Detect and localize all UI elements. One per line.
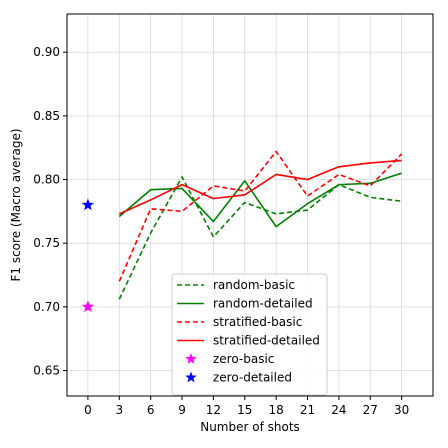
x-tick-label: 12 bbox=[206, 403, 221, 417]
y-tick-label: 0.85 bbox=[33, 109, 60, 123]
x-tick-label: 21 bbox=[300, 403, 315, 417]
legend-label-stratified-detailed: stratified-detailed bbox=[213, 334, 320, 348]
legend-label-zero-basic: zero-basic bbox=[213, 352, 274, 366]
y-tick-label: 0.80 bbox=[33, 173, 60, 187]
random-detailed-line bbox=[118, 172, 402, 228]
stratified-basic-line bbox=[118, 150, 403, 282]
legend-label-random-detailed: random-detailed bbox=[213, 297, 313, 311]
series-layer bbox=[81, 150, 403, 313]
y-axis-title: F1 score (Macro average) bbox=[9, 128, 23, 281]
legend-box bbox=[171, 273, 328, 396]
legend-swatch-zero-detailed bbox=[185, 371, 197, 383]
legend-label-zero-detailed: zero-detailed bbox=[213, 371, 292, 385]
zero-basic-marker bbox=[81, 300, 95, 313]
x-tick-label: 15 bbox=[237, 403, 252, 417]
y-tick-label: 0.75 bbox=[33, 236, 60, 250]
y-tick-label: 0.90 bbox=[33, 45, 60, 59]
random-basic-line bbox=[118, 176, 402, 300]
x-axis: 0 3 6 9 12 15 18 21 24 27 30 bbox=[84, 396, 409, 417]
y-axis: 0.65 0.70 0.75 0.80 0.85 0.90 bbox=[33, 45, 67, 378]
zero-detailed-marker bbox=[81, 198, 95, 211]
x-tick-label: 18 bbox=[269, 403, 284, 417]
x-tick-label: 6 bbox=[147, 403, 155, 417]
x-tick-label: 0 bbox=[84, 403, 92, 417]
plot-frame bbox=[66, 13, 434, 397]
x-tick-label: 27 bbox=[363, 403, 378, 417]
legend-label-stratified-basic: stratified-basic bbox=[213, 315, 302, 329]
x-tick-label: 30 bbox=[394, 403, 409, 417]
legend-swatch-zero-basic bbox=[185, 353, 197, 364]
x-axis-title: Number of shots bbox=[200, 420, 300, 434]
stratified-detailed-line bbox=[118, 159, 402, 215]
x-tick-label: 24 bbox=[331, 403, 346, 417]
x-tick-label: 9 bbox=[178, 403, 186, 417]
y-tick-label: 0.70 bbox=[33, 300, 60, 314]
legend: random-basic random-detailed stratified-ba… bbox=[171, 273, 328, 396]
y-tick-label: 0.65 bbox=[33, 364, 60, 378]
x-tick-label: 3 bbox=[115, 403, 123, 417]
legend-label-random-basic: random-basic bbox=[213, 278, 295, 292]
